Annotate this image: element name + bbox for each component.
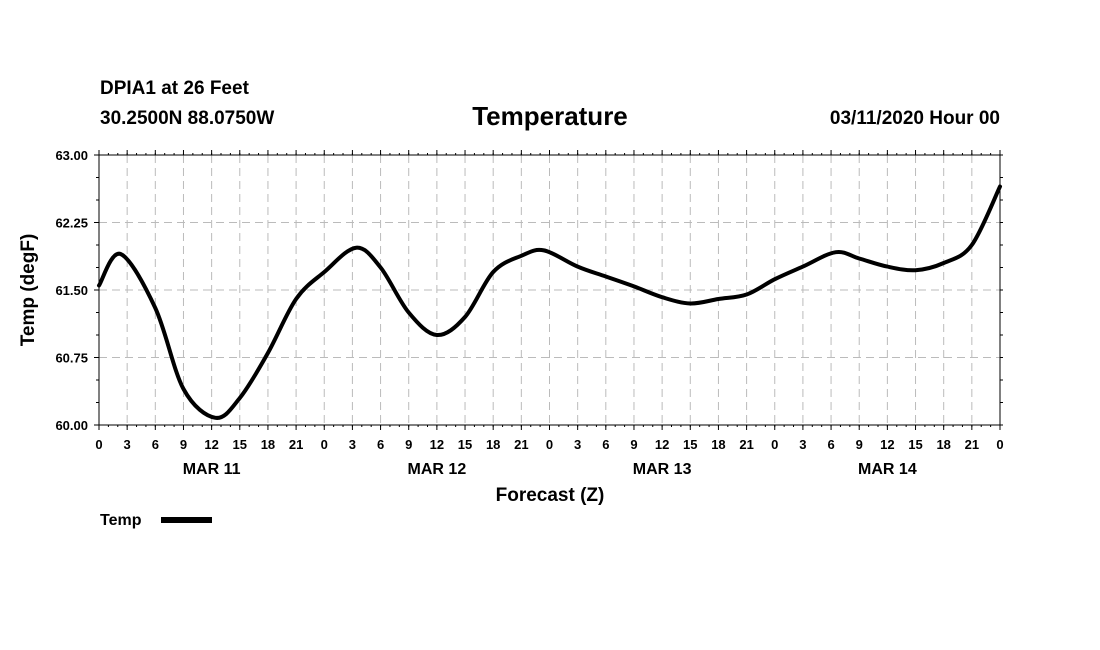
x-tick-label: 3 [349,437,356,452]
x-tick-label: 6 [152,437,159,452]
y-tick-labels: 60.00 60.75 61.50 62.25 63.00 [55,148,88,433]
y-tick-label: 60.00 [55,418,88,433]
day-label: MAR 14 [858,461,917,478]
y-tick-label: 63.00 [55,148,88,163]
x-tick-label: 15 [908,437,922,452]
x-axis-label: Forecast (Z) [496,485,605,506]
day-label: MAR 13 [633,461,692,478]
day-label: MAR 12 [408,461,467,478]
datetime-label: 03/11/2020 Hour 00 [830,108,1000,129]
x-tick-label: 0 [996,437,1003,452]
x-tick-label: 18 [261,437,275,452]
x-tick-label: 6 [602,437,609,452]
y-tick-label: 62.25 [55,216,88,231]
x-tick-label: 21 [739,437,753,452]
x-tick-label: 18 [936,437,950,452]
legend-label: Temp [100,512,142,529]
x-tick-label: 9 [630,437,637,452]
x-tick-label: 0 [771,437,778,452]
y-tick-label: 61.50 [55,283,88,298]
x-tick-label: 21 [289,437,303,452]
x-tick-label: 9 [405,437,412,452]
x-tick-label: 9 [856,437,863,452]
x-tick-label: 3 [574,437,581,452]
temp-series-line [97,184,1002,420]
x-tick-label: 0 [546,437,553,452]
station-label: DPIA1 at 26 Feet [100,78,250,99]
x-tick-label: 18 [711,437,725,452]
x-tick-label: 6 [827,437,834,452]
x-tick-label: 12 [204,437,218,452]
x-tick-label: 15 [233,437,247,452]
x-tick-label: 0 [321,437,328,452]
x-tick-label: 21 [965,437,979,452]
x-tick-label: 15 [458,437,472,452]
x-tick-label: 15 [683,437,697,452]
coordinates-label: 30.2500N 88.0750W [100,108,274,129]
x-tick-label: 21 [514,437,528,452]
plot-frame [98,154,1001,426]
chart-title: Temperature [472,101,628,131]
x-tick-label: 9 [180,437,187,452]
day-label: MAR 11 [183,461,241,478]
x-tick-labels: 0 3 6 9 12 15 18 21 0 3 6 9 12 15 18 21 0 3 6 9 12 15 18 21 0 3 6 9… [95,437,1003,452]
x-tick-label: 18 [486,437,500,452]
x-tick-label: 3 [124,437,131,452]
x-tick-label: 3 [799,437,806,452]
y-axis-label: Temp (degF) [18,234,39,347]
x-tick-label: 6 [377,437,384,452]
x-tick-label: 0 [95,437,102,452]
x-tick-label: 12 [655,437,669,452]
x-tick-label: 12 [880,437,894,452]
day-labels: MAR 11 MAR 12 MAR 13 MAR 14 [183,461,917,478]
x-tick-label: 12 [430,437,444,452]
y-tick-label: 60.75 [55,351,88,366]
legend-swatch [161,517,212,523]
grid-lines [99,155,1000,425]
